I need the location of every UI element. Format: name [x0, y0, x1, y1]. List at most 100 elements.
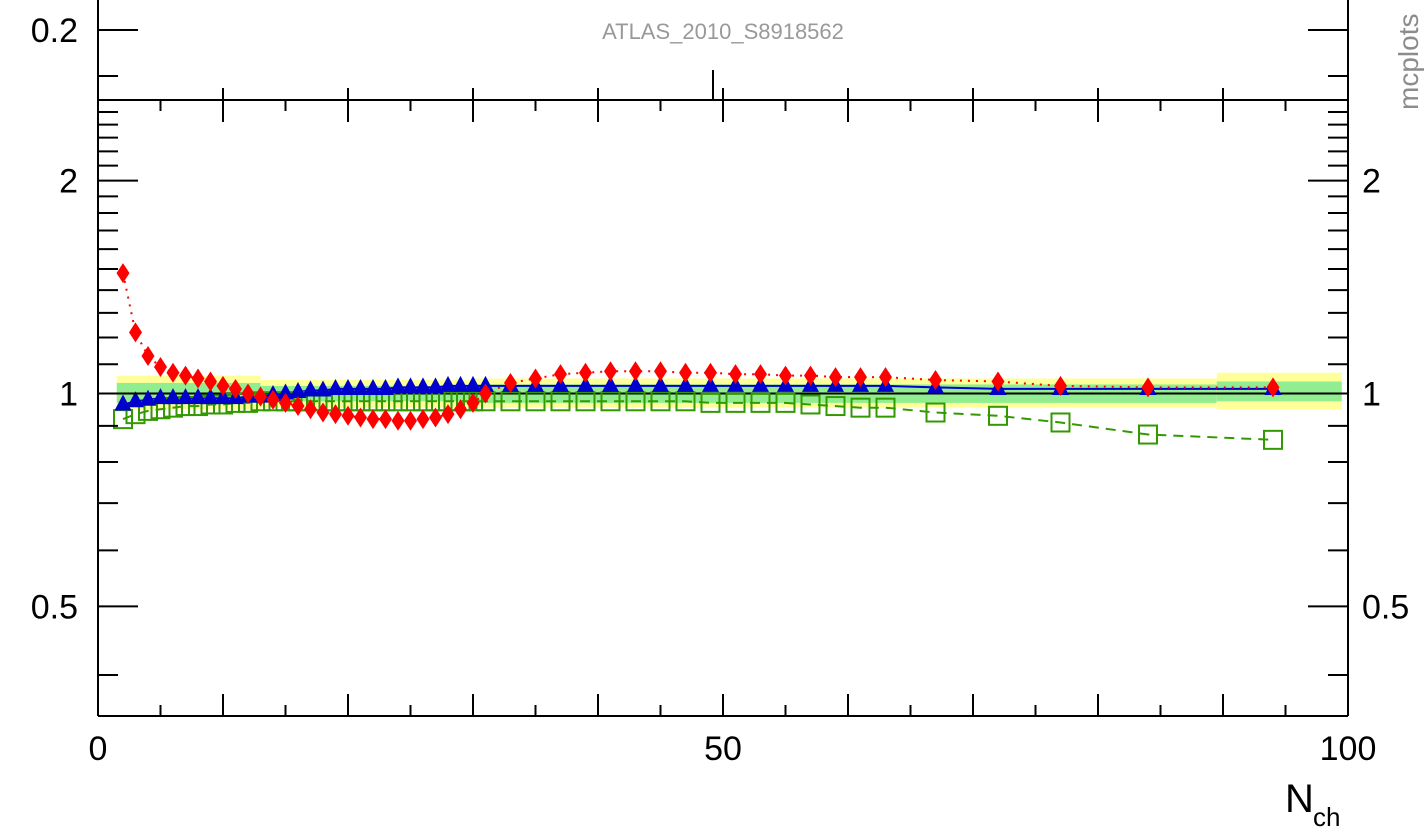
data-point-diamond — [754, 364, 767, 385]
data-point-triangle — [627, 375, 644, 392]
data-point-diamond — [404, 410, 417, 431]
data-point-diamond — [479, 383, 492, 404]
data-point-diamond — [1266, 377, 1280, 398]
data-point-square — [1263, 429, 1283, 450]
data-point-triangle — [702, 375, 719, 392]
data-point-diamond — [679, 362, 692, 383]
data-point-diamond — [441, 404, 455, 425]
data-point-diamond — [604, 361, 617, 382]
data-point-diamond — [166, 362, 180, 383]
y-tick-label-right: 0.5 — [1362, 588, 1409, 626]
data-point-diamond — [429, 407, 442, 428]
data-point-square — [750, 392, 771, 413]
y-tick-label-left: 0.5 — [31, 588, 78, 626]
x-axis-label: N — [1285, 777, 1314, 821]
data-point-triangle — [189, 388, 207, 405]
data-point-triangle — [602, 375, 619, 392]
data-point-diamond — [804, 365, 817, 386]
data-point-triangle — [127, 391, 144, 408]
data-point-diamond — [241, 383, 255, 404]
data-point-diamond — [1141, 377, 1155, 398]
data-point-square — [650, 391, 671, 412]
data-point-diamond — [254, 386, 267, 407]
data-point-square — [850, 397, 871, 418]
data-point-diamond — [1054, 375, 1067, 396]
data-point-diamond — [391, 410, 405, 431]
data-point-diamond — [454, 399, 467, 420]
data-point-diamond — [341, 405, 355, 426]
y-tick-label-left: 1 — [59, 376, 78, 414]
data-point-square — [675, 391, 696, 412]
x-axis-title: N ch — [1285, 777, 1340, 830]
data-point-square — [988, 405, 1008, 426]
data-point-square — [625, 391, 646, 412]
data-point-diamond — [116, 263, 130, 284]
data-point-diamond — [829, 367, 842, 388]
data-point-diamond — [554, 364, 567, 385]
data-point-triangle — [152, 388, 169, 405]
y-tick-label-left: 2 — [59, 163, 78, 201]
data-point-triangle — [439, 375, 457, 392]
data-point-diamond — [329, 404, 342, 425]
data-point-square — [725, 392, 746, 413]
data-point-square — [700, 392, 721, 413]
data-point-diamond — [191, 368, 205, 389]
x-tick-label: 0 — [89, 730, 108, 768]
data-point-square — [1050, 412, 1071, 433]
data-point-square — [825, 396, 846, 417]
data-point-diamond — [229, 378, 242, 399]
data-point-diamond — [266, 389, 280, 410]
data-point-triangle — [377, 378, 394, 395]
data-point-triangle — [202, 388, 219, 405]
data-point-triangle — [177, 388, 194, 405]
data-point-triangle — [414, 377, 432, 394]
tick-labels: 0 50 100 0.5 0.5 1 1 2 2 — [31, 163, 1410, 768]
data-point-square — [800, 394, 821, 415]
data-point-triangle — [327, 378, 344, 395]
data-point-diamond — [991, 371, 1005, 392]
data-point-triangle — [427, 377, 444, 394]
data-point-diamond — [579, 362, 592, 383]
y-tick-label-right: 2 — [1362, 163, 1381, 201]
data-point-square — [550, 391, 571, 412]
data-point-diamond — [504, 372, 517, 393]
data-point-diamond — [629, 361, 642, 382]
data-point-triangle — [302, 380, 319, 397]
data-point-square — [1138, 424, 1158, 445]
data-point-triangle — [452, 375, 469, 392]
data-point-diamond — [204, 371, 217, 392]
data-point-square — [525, 391, 546, 412]
data-point-triangle — [139, 389, 157, 406]
data-point-diamond — [354, 407, 367, 428]
data-point-triangle — [364, 378, 382, 395]
data-point-triangle — [389, 377, 407, 394]
data-point-diamond — [141, 345, 155, 366]
tick-marks — [97, 88, 1349, 716]
data-point-diamond — [854, 367, 867, 388]
data-point-square — [875, 397, 896, 418]
data-point-diamond — [879, 367, 892, 388]
data-point-diamond — [379, 409, 392, 430]
upper-panel-tick-label: 0.2 — [31, 12, 78, 50]
data-point-triangle — [339, 378, 357, 395]
x-tick-label: 50 — [704, 730, 742, 768]
y-tick-label-right: 1 — [1362, 376, 1381, 414]
data-point-triangle — [214, 388, 232, 405]
data-point-triangle — [114, 394, 132, 411]
series-lines — [122, 272, 1274, 441]
data-point-diamond — [704, 362, 717, 383]
data-point-diamond — [316, 402, 330, 423]
data-point-triangle — [289, 381, 307, 398]
x-axis-label-subscript: ch — [1313, 802, 1340, 830]
data-point-triangle — [577, 375, 594, 392]
data-point-diamond — [416, 409, 430, 430]
upper-panel: 0.2 ATLAS_2010_S8918562 — [31, 0, 1349, 100]
data-point-diamond — [179, 365, 192, 386]
data-point-diamond — [129, 322, 142, 343]
data-point-triangle — [352, 378, 369, 395]
data-point-diamond — [279, 392, 292, 413]
data-point-triangle — [464, 375, 482, 392]
x-tick-label: 100 — [1320, 730, 1377, 768]
data-point-diamond — [366, 409, 380, 430]
data-point-diamond — [929, 369, 942, 390]
